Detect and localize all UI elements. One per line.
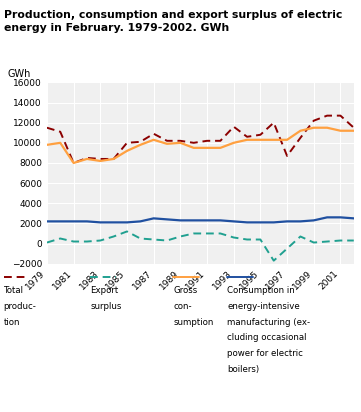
Text: tion: tion (4, 318, 20, 327)
Text: Consumption in: Consumption in (227, 286, 295, 295)
Text: Production, consumption and export surplus of electric: Production, consumption and export surpl… (4, 10, 342, 20)
Text: GWh: GWh (7, 69, 30, 79)
Text: produc-: produc- (4, 302, 36, 311)
Text: surplus: surplus (90, 302, 122, 311)
Text: sumption: sumption (173, 318, 214, 327)
Text: energy in February. 1979-2002. GWh: energy in February. 1979-2002. GWh (4, 23, 229, 33)
Text: Gross: Gross (173, 286, 197, 295)
Text: manufacturing (ex-: manufacturing (ex- (227, 318, 310, 327)
Text: cluding occasional: cluding occasional (227, 333, 307, 342)
Text: power for electric: power for electric (227, 349, 303, 358)
Text: con-: con- (173, 302, 192, 311)
Text: Export: Export (90, 286, 118, 295)
Text: Total: Total (4, 286, 23, 295)
Text: boilers): boilers) (227, 365, 260, 374)
Text: energy-intensive: energy-intensive (227, 302, 300, 311)
